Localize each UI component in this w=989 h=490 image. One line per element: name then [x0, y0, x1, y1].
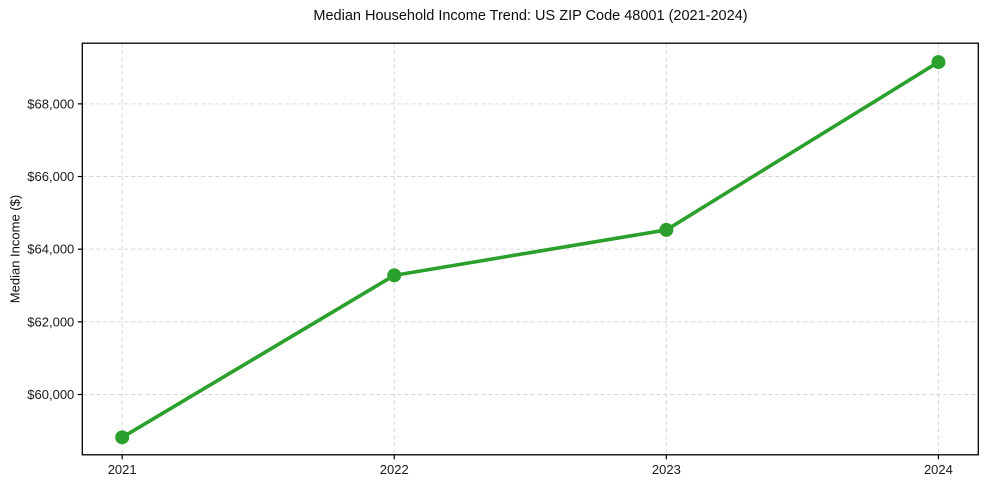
plot-border — [81, 42, 979, 456]
y-tick-label: $64,000 — [27, 242, 74, 257]
y-tick-label: $68,000 — [27, 96, 74, 111]
y-tick-label: $66,000 — [27, 169, 74, 184]
data-point — [931, 55, 946, 70]
trend-line — [120, 60, 941, 440]
x-tick-label: 2024 — [924, 462, 953, 477]
x-tick-label: 2022 — [380, 462, 409, 477]
data-point — [659, 222, 674, 237]
x-tick-label: 2021 — [108, 462, 137, 477]
data-point — [115, 430, 130, 445]
data-point — [387, 268, 402, 283]
x-tick-label: 2023 — [652, 462, 681, 477]
y-tick-label: $60,000 — [27, 387, 74, 402]
y-tick-label: $62,000 — [27, 314, 74, 329]
chart-title: Median Household Income Trend: US ZIP Co… — [313, 8, 748, 24]
